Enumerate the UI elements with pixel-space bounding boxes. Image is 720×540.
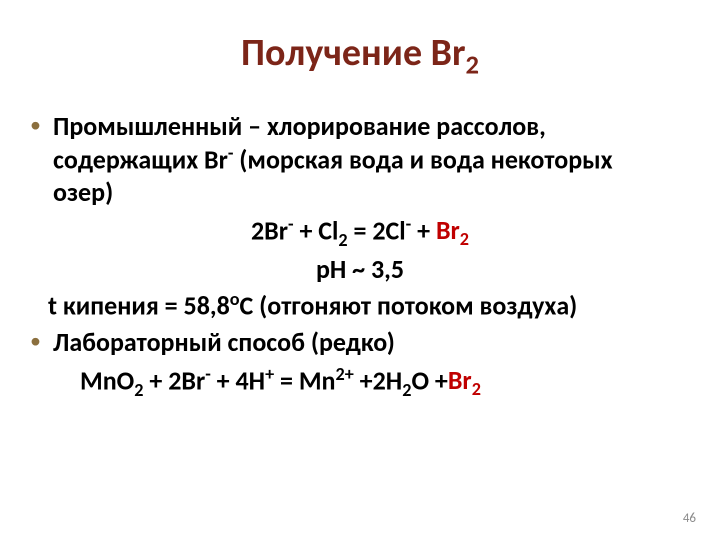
eq2-p1: MnO <box>80 364 134 396</box>
eq2-p3: + 4H <box>211 364 265 396</box>
eq2-p6: O + <box>411 364 447 396</box>
eq2-br-sub: 2 <box>472 378 481 400</box>
bullet-icon: • <box>30 110 41 209</box>
eq-p1: 2Br <box>251 214 288 246</box>
eq-p2: + Cl <box>294 214 339 246</box>
eq-br-base: Br <box>436 214 460 246</box>
eq2-s3: 2+ <box>336 363 354 385</box>
eq2-p4: = Mn <box>274 364 335 396</box>
title-prefix: Получение <box>241 30 431 76</box>
eq-sub1: 2 <box>338 229 347 251</box>
eq-p4: + <box>411 214 436 246</box>
boiling-line: t кипения = 58,8оС (отгоняют потоком воз… <box>48 288 672 322</box>
title-formula-sub: 2 <box>465 50 478 82</box>
equation-industrial: 2Br- + Cl2 = 2Cl- + Br2 <box>48 213 672 252</box>
bullet-item-industrial: • Промышленный – хлорирование рассолов, … <box>48 110 672 209</box>
equation-lab: MnO2 + 2Br- + 4H+ = Mn2+ +2H2O +Br2 <box>80 363 672 402</box>
slide-title: Получение Br2 <box>48 30 672 82</box>
eq-br-sub: 2 <box>460 229 469 251</box>
bullet-item-lab: • Лабораторный способ (редко) <box>48 326 672 359</box>
eq2-p5: +2H <box>354 364 402 396</box>
eq2-br2: Br2 <box>448 364 481 396</box>
eq2-p2: + 2Br <box>143 364 205 396</box>
eq2-s2: + <box>265 363 274 385</box>
boil-deg: о <box>230 288 240 310</box>
title-formula-base: Br <box>431 30 466 76</box>
lead-word: Лабораторный способ <box>53 326 305 358</box>
page-number: 46 <box>683 511 696 526</box>
lead-word: Промышленный <box>53 110 242 142</box>
boil-b: С (отгоняют потоком воздуха) <box>240 290 578 322</box>
bullet-text: Промышленный – хлорирование рассолов, со… <box>53 110 672 209</box>
rest-text: (редко) <box>305 326 395 358</box>
ph-line: pH ~ 3,5 <box>48 253 672 286</box>
boil-a: t кипения = 58,8 <box>48 290 230 322</box>
eq-br2: Br2 <box>436 214 469 246</box>
bullet-text: Лабораторный способ (редко) <box>53 326 395 359</box>
eq2-br-base: Br <box>448 364 472 396</box>
eq-p3: = 2Cl <box>348 214 406 246</box>
bullet-icon: • <box>30 326 41 359</box>
slide-body: • Промышленный – хлорирование рассолов, … <box>48 110 672 402</box>
